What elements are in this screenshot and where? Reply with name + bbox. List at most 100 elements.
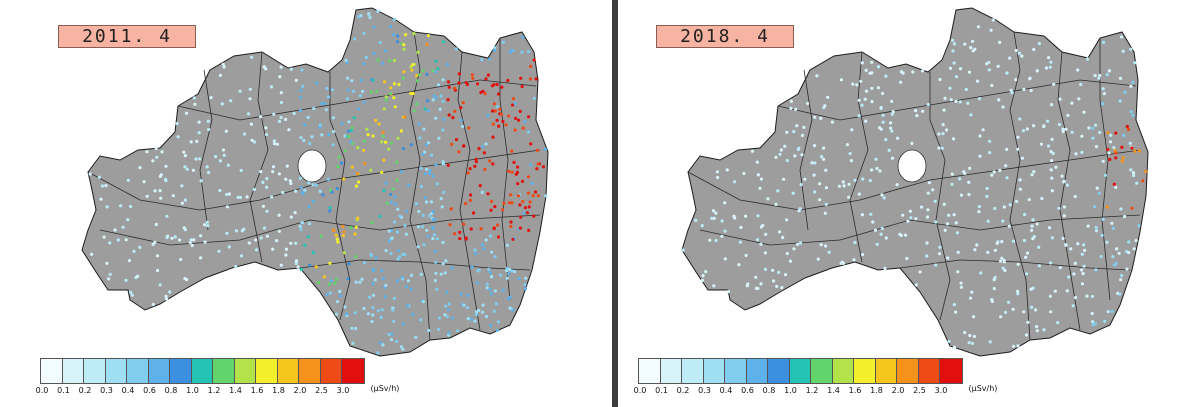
measurement-dot	[806, 101, 810, 106]
legend-tick-label: 0.1	[655, 386, 668, 395]
measurement-dot	[1120, 273, 1124, 278]
measurement-dot	[1058, 266, 1062, 270]
measurement-dot	[523, 120, 527, 124]
measurement-dot	[819, 243, 823, 247]
measurement-dot	[374, 118, 378, 123]
measurement-dot	[992, 287, 996, 291]
measurement-dot	[1094, 229, 1099, 233]
measurement-dot	[493, 46, 497, 50]
measurement-dot	[941, 123, 945, 127]
measurement-dot	[207, 170, 211, 175]
measurement-dot	[238, 195, 243, 199]
measurement-dot	[461, 101, 465, 105]
measurement-dot	[959, 281, 963, 285]
measurement-dot	[347, 120, 351, 124]
measurement-dot	[422, 243, 426, 247]
map-panel-2011: 2011. 4 0.0 0.1 0.2 0.3 0.4 0.6 0.8 1.0 1.2 1.4 1.…	[0, 0, 598, 407]
measurement-dot	[954, 75, 959, 79]
measurement-dot	[824, 244, 828, 248]
measurement-dot	[168, 290, 172, 294]
measurement-dot	[1024, 255, 1028, 259]
legend-swatch	[127, 359, 149, 383]
measurement-dot	[330, 88, 334, 92]
measurement-dot	[969, 113, 973, 117]
measurement-dot	[488, 271, 493, 275]
measurement-dot	[958, 100, 962, 104]
measurement-dot	[523, 283, 527, 287]
measurement-dot	[1121, 49, 1125, 53]
measurement-dot	[422, 127, 426, 131]
measurement-dot	[518, 203, 522, 207]
measurement-dot	[507, 272, 511, 276]
measurement-dot	[254, 238, 258, 242]
measurement-dot	[711, 209, 716, 213]
measurement-dot	[818, 182, 822, 186]
measurement-dot	[1094, 145, 1099, 149]
measurement-dot	[332, 228, 336, 232]
measurement-dot	[154, 146, 158, 151]
measurement-dot	[1061, 130, 1065, 134]
measurement-dot	[1094, 268, 1098, 272]
measurement-dot	[229, 99, 233, 103]
measurement-dot	[459, 118, 463, 122]
measurement-dot	[108, 272, 112, 276]
legend-tick-label: 1.6	[848, 386, 862, 395]
measurement-dot	[975, 79, 980, 83]
legend-tick-label: 1.4	[229, 386, 242, 395]
measurement-dot	[439, 94, 443, 98]
measurement-dot	[234, 264, 238, 269]
measurement-dot	[802, 125, 806, 129]
measurement-dot	[495, 328, 499, 332]
measurement-dot	[1137, 149, 1142, 153]
measurement-dot	[225, 231, 229, 235]
measurement-dot	[421, 213, 425, 217]
legend-swatch	[854, 359, 876, 383]
measurement-dot	[701, 274, 705, 278]
measurement-dot	[489, 323, 493, 328]
measurement-dot	[905, 256, 909, 261]
measurement-dot	[328, 209, 332, 213]
measurement-dot	[1008, 203, 1012, 207]
measurement-dot	[320, 133, 324, 137]
measurement-dot	[485, 286, 489, 290]
measurement-dot	[1053, 289, 1057, 293]
measurement-dot	[165, 297, 169, 301]
measurement-dot	[1002, 260, 1006, 264]
measurement-dot	[369, 90, 373, 94]
measurement-dot	[489, 292, 494, 296]
measurement-dot	[410, 68, 414, 72]
measurement-dot	[756, 214, 760, 218]
measurement-dot	[126, 218, 130, 222]
measurement-dot	[289, 215, 293, 219]
measurement-dot	[895, 183, 899, 187]
measurement-dot	[967, 180, 971, 184]
measurement-dot	[165, 214, 169, 218]
measurement-dot	[860, 213, 864, 217]
measurement-dot	[442, 190, 446, 194]
measurement-dot	[429, 153, 434, 157]
legend-tick-label: 3.0	[336, 386, 350, 395]
measurement-dot	[307, 181, 311, 185]
measurement-dot	[145, 150, 149, 154]
measurement-dot	[316, 280, 320, 284]
measurement-dot	[522, 211, 526, 215]
measurement-dot	[437, 83, 441, 87]
measurement-dot	[1064, 243, 1068, 247]
measurement-dot	[419, 184, 423, 189]
legend-swatch	[875, 359, 897, 383]
measurement-dot	[392, 58, 397, 63]
measurement-dot	[976, 25, 980, 29]
measurement-dot	[409, 143, 414, 147]
legend-swatch	[768, 359, 790, 383]
measurement-dot	[362, 148, 366, 152]
measurement-dot	[517, 118, 521, 122]
measurement-dot	[694, 218, 698, 222]
measurement-dot	[990, 83, 994, 88]
measurement-dot	[288, 179, 292, 183]
measurement-dot	[1102, 92, 1106, 96]
measurement-dot	[788, 259, 793, 263]
measurement-dot	[357, 15, 361, 19]
measurement-dot	[482, 247, 486, 251]
measurement-dot	[868, 179, 872, 183]
measurement-dot	[1031, 218, 1035, 222]
